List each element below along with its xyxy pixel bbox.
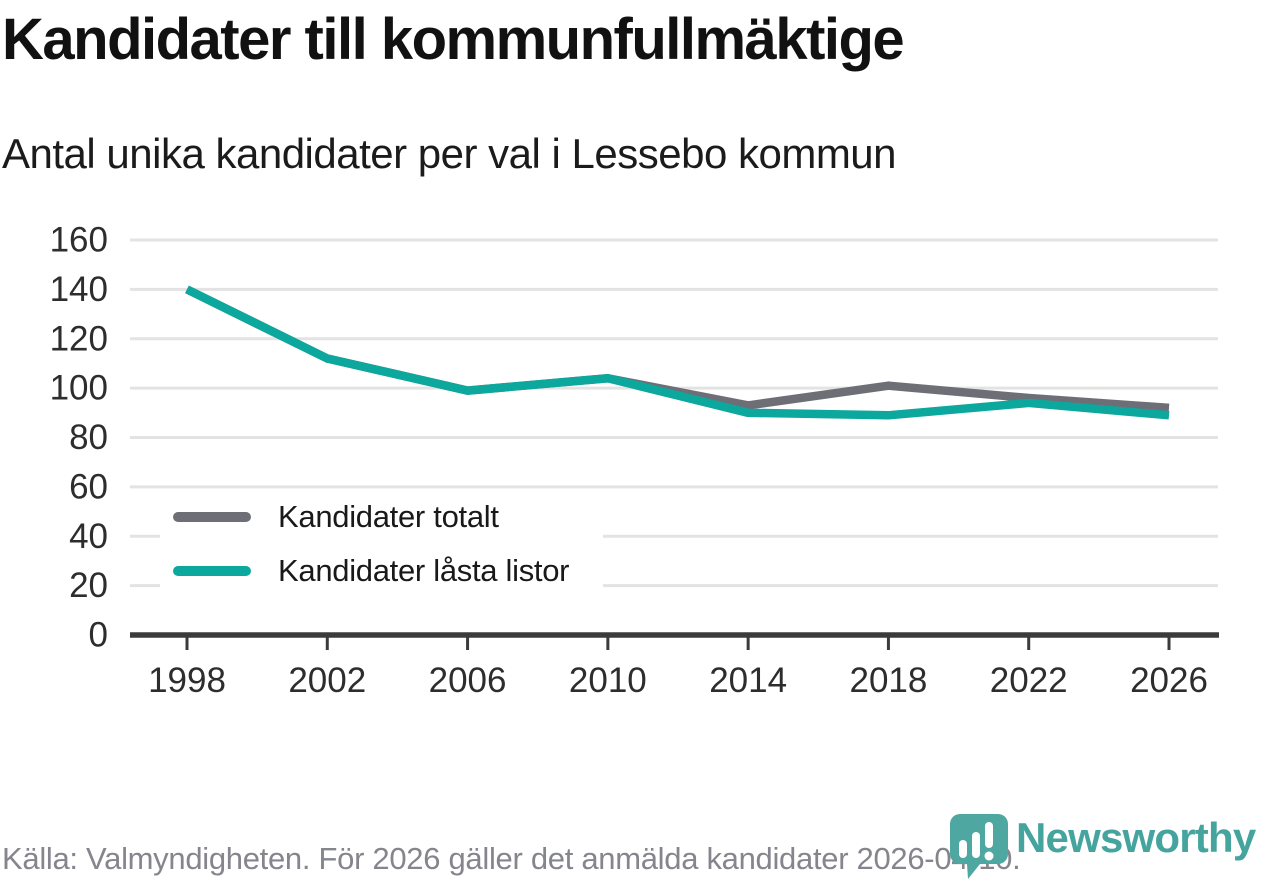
newsworthy-logo: Newsworthy bbox=[946, 812, 1262, 879]
chart-legend: Kandidater totalt Kandidater låsta listo… bbox=[160, 490, 604, 598]
x-axis-tick-label: 1998 bbox=[148, 661, 226, 700]
chart-subtitle: Antal unika kandidater per val i Lessebo… bbox=[2, 130, 897, 177]
legend-swatch-lasta-listor-icon bbox=[173, 566, 251, 576]
y-axis-tick-label: 60 bbox=[69, 467, 108, 506]
legend-item-kandidater-totalt: Kandidater totalt bbox=[173, 490, 569, 544]
y-axis-tick-label: 0 bbox=[89, 616, 108, 655]
legend-label-totalt: Kandidater totalt bbox=[278, 499, 499, 534]
legend-swatch-totalt-icon bbox=[173, 512, 251, 522]
x-axis-tick-label: 2014 bbox=[709, 661, 787, 700]
legend-label-lasta-listor: Kandidater låsta listor bbox=[278, 553, 570, 588]
newsworthy-pin-icon bbox=[950, 814, 1008, 879]
x-axis-tick-label: 2010 bbox=[569, 661, 647, 700]
y-axis-tick-label: 140 bbox=[50, 270, 108, 309]
x-axis-tick-label: 2026 bbox=[1130, 661, 1208, 700]
series-line-1 bbox=[185, 285, 1170, 420]
y-axis-tick-label: 100 bbox=[50, 369, 108, 408]
newsworthy-wordmark: Newsworthy bbox=[1016, 814, 1256, 861]
legend-item-kandidater-lasta-listor: Kandidater låsta listor bbox=[173, 544, 570, 598]
y-axis-tick-label: 80 bbox=[69, 418, 108, 457]
series-line-0 bbox=[185, 285, 1170, 413]
x-axis-tick-label: 2022 bbox=[990, 661, 1068, 700]
y-axis-tick-label: 20 bbox=[69, 566, 108, 605]
source-note: Källa: Valmyndigheten. För 2026 gäller d… bbox=[2, 841, 1021, 876]
x-axis-tick-label: 2002 bbox=[288, 661, 366, 700]
chart-title: Kandidater till kommunfullmäktige bbox=[2, 7, 905, 72]
x-axis-tick-label: 2006 bbox=[429, 661, 507, 700]
y-axis-tick-label: 40 bbox=[69, 517, 108, 556]
y-axis-tick-label: 120 bbox=[50, 319, 108, 358]
x-axis-tick-label: 2018 bbox=[849, 661, 927, 700]
y-axis-tick-label: 160 bbox=[50, 221, 108, 260]
